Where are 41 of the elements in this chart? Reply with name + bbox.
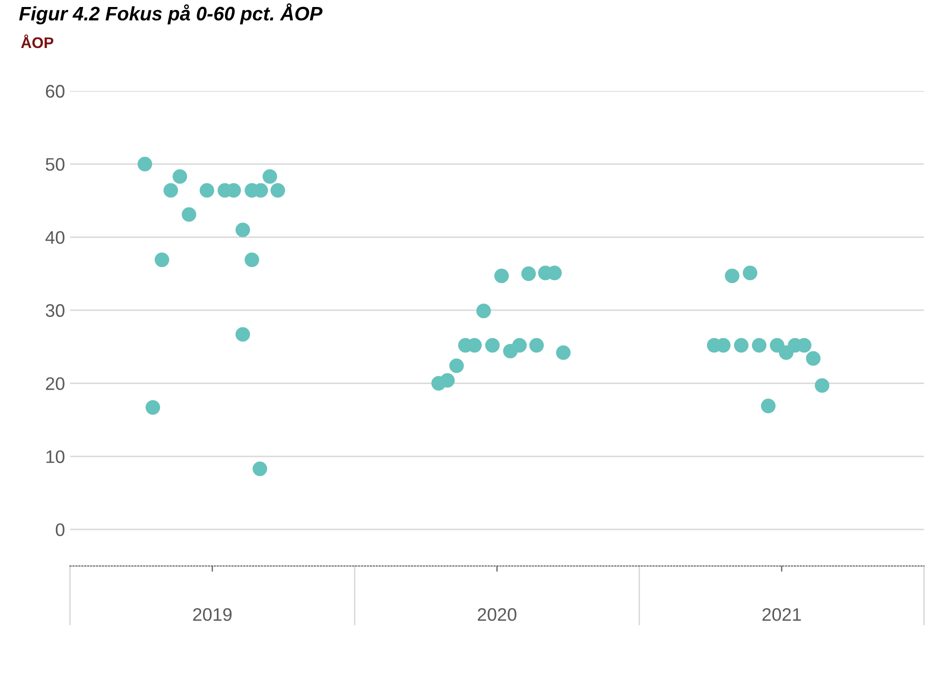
point — [529, 338, 544, 353]
y-axis-title: ÅOP — [21, 34, 54, 48]
point — [494, 268, 509, 284]
point — [814, 378, 830, 393]
y-tick-label: 50 — [46, 158, 64, 171]
point — [236, 222, 250, 238]
y-tick-label: 20 — [46, 377, 64, 390]
x-tick-label: 2021 — [762, 608, 801, 621]
y-tick-label: 10 — [46, 450, 64, 464]
x-tick-label: 2020 — [478, 608, 516, 621]
y-tick-label: 0 — [56, 523, 64, 536]
point — [440, 373, 455, 388]
point — [182, 207, 196, 222]
point — [806, 351, 821, 366]
point — [146, 400, 160, 415]
y-tick-label: 40 — [45, 231, 64, 244]
point — [252, 462, 268, 476]
point — [521, 266, 536, 281]
point — [734, 338, 749, 353]
x-tick-label: 2019 — [193, 608, 232, 621]
point — [724, 268, 740, 284]
point — [512, 338, 527, 353]
point — [270, 183, 286, 198]
point — [236, 327, 250, 342]
point — [761, 398, 776, 414]
point — [262, 169, 278, 184]
y-tick-label: 60 — [46, 84, 64, 98]
point — [556, 345, 571, 360]
chart-title: Figur 4.2 Fokus på 0-60 pct. ÅOP — [19, 3, 322, 24]
point — [172, 169, 188, 184]
point — [154, 252, 170, 268]
point — [138, 156, 152, 172]
point — [485, 338, 500, 353]
point — [752, 338, 766, 353]
point — [244, 252, 260, 268]
point — [449, 358, 464, 374]
point — [200, 183, 214, 198]
point — [476, 304, 491, 318]
y-tick-label: 30 — [46, 304, 64, 317]
point — [742, 266, 758, 280]
point — [163, 183, 178, 198]
